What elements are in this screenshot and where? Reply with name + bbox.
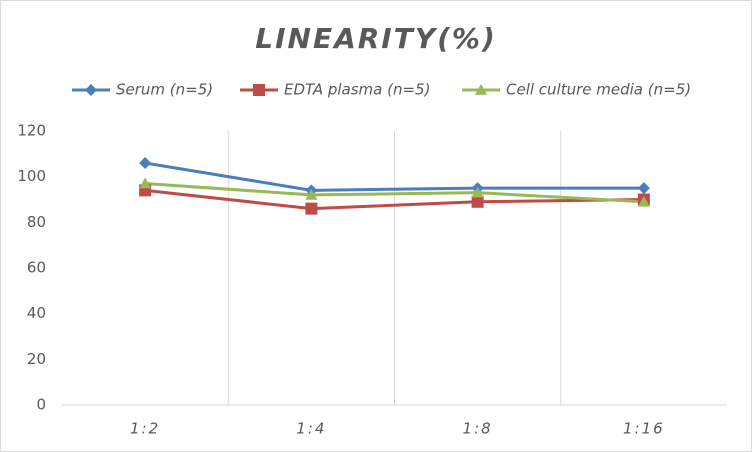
- y-tick-label: 120: [17, 122, 46, 140]
- chart-title: LINEARITY(%): [255, 22, 497, 55]
- y-tick-label: 20: [27, 350, 46, 368]
- marker: [305, 188, 318, 200]
- marker: [253, 84, 265, 96]
- x-tick-label: 1:16: [623, 420, 665, 438]
- y-tick-label: 0: [36, 396, 46, 414]
- marker: [139, 156, 152, 169]
- marker: [637, 195, 650, 207]
- series-line: [145, 182, 644, 204]
- x-tick-label: 1:4: [296, 420, 326, 438]
- marker: [139, 177, 152, 189]
- y-tick-label: 60: [27, 259, 46, 277]
- x-tick-label: 1:8: [463, 420, 493, 438]
- series-line: [144, 161, 644, 192]
- y-tick-label: 100: [17, 167, 46, 185]
- y-tick-label: 80: [27, 213, 46, 231]
- legend-label: Cell culture media (n=5): [506, 81, 691, 99]
- marker: [637, 182, 650, 195]
- marker: [471, 186, 484, 198]
- legend-label: Serum (n=5): [116, 81, 213, 99]
- x-tick-label: 1:2: [130, 420, 160, 438]
- marker: [305, 202, 318, 215]
- legend-label: EDTA plasma (n=5): [284, 81, 430, 99]
- series-line: [144, 188, 644, 211]
- marker: [85, 84, 97, 96]
- y-tick-label: 40: [27, 304, 46, 322]
- marker: [475, 84, 487, 95]
- marker: [471, 195, 484, 208]
